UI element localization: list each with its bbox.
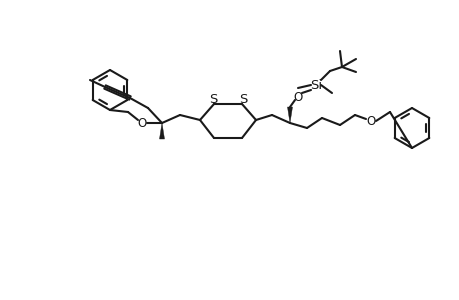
Polygon shape	[159, 123, 164, 139]
Text: S: S	[238, 92, 246, 106]
Text: O: O	[293, 91, 302, 103]
Polygon shape	[287, 107, 292, 123]
Text: Si: Si	[309, 79, 321, 92]
Text: O: O	[137, 116, 146, 130]
Text: O: O	[365, 115, 375, 128]
Text: S: S	[208, 92, 217, 106]
